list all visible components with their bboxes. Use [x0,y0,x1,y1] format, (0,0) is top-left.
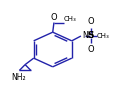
Text: CH₃: CH₃ [97,33,110,39]
Text: O: O [51,13,57,22]
Text: O: O [87,17,94,26]
Text: O: O [87,45,94,54]
Text: S: S [88,31,94,40]
Text: CH₃: CH₃ [64,16,77,22]
Text: NH: NH [82,31,94,40]
Text: NH₂: NH₂ [12,73,26,82]
